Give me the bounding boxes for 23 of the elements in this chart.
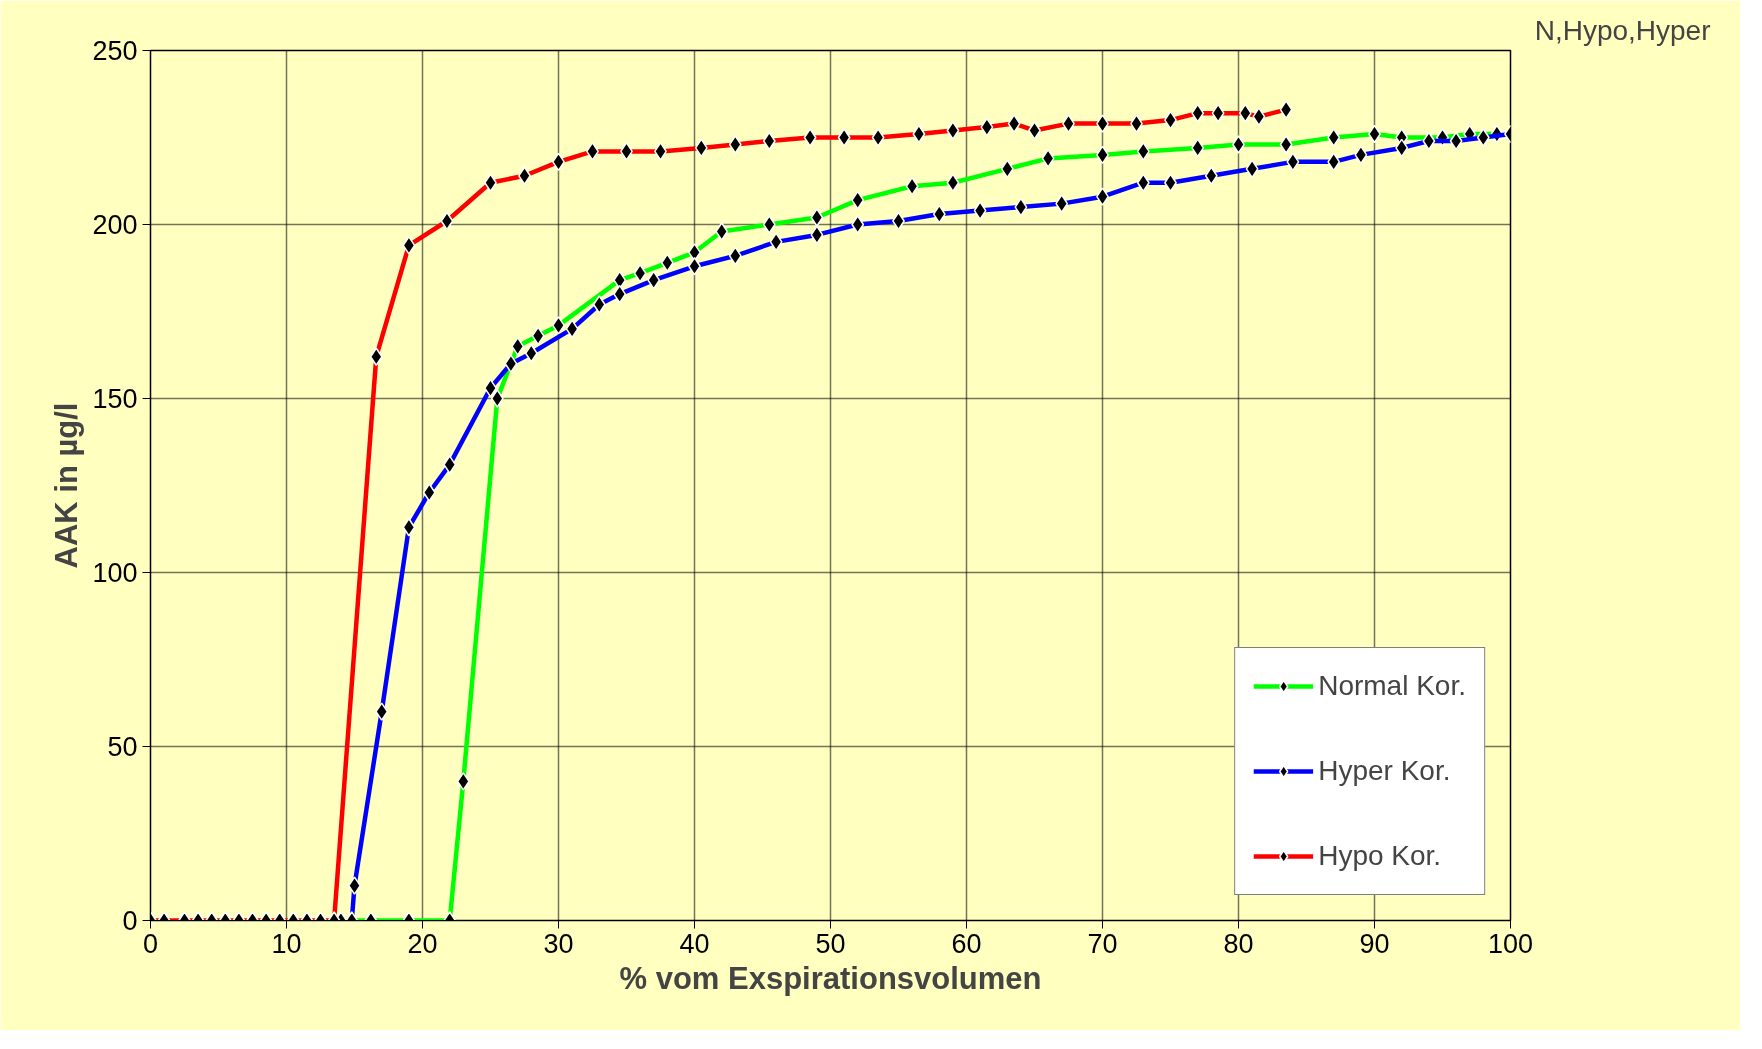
x-axis-title: % vom Exspirationsvolumen (619, 960, 1042, 996)
legend-label: Normal Kor. (1318, 669, 1466, 703)
text: N,Hypo,Hyper (1534, 14, 1711, 46)
y-tick-label: 0 (122, 906, 138, 936)
y-tick-label: 200 (92, 210, 138, 240)
y-tick-label: 50 (107, 732, 138, 762)
x-tick-label: 40 (679, 928, 710, 959)
x-tick-label: 20 (407, 928, 438, 959)
x-tick-label: 90 (1359, 928, 1390, 959)
x-tick-label: 70 (1087, 928, 1118, 959)
x-tick-label: 100 (1487, 928, 1534, 959)
y-tick-label: 250 (92, 36, 138, 66)
x-tick-label: 10 (271, 928, 302, 959)
legend-label: Hyper Kor. (1318, 754, 1451, 788)
y-tick-label: 150 (92, 384, 138, 414)
y-axis-title: AAK in µg/l (49, 402, 85, 569)
x-tick-label: 80 (1223, 928, 1254, 959)
y-tick-label: 100 (92, 558, 138, 588)
x-tick-label: 0 (142, 928, 159, 959)
x-tick-label: 30 (543, 928, 574, 959)
x-tick-label: 50 (815, 928, 846, 959)
x-tick-label: 60 (951, 928, 982, 959)
legend-label: Hypo Kor. (1318, 839, 1442, 873)
